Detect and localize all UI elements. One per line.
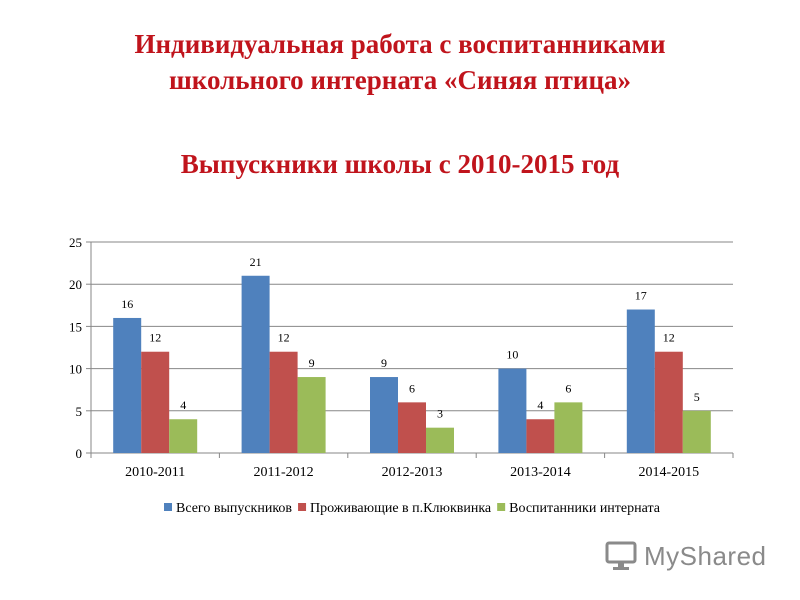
bar: [398, 402, 426, 453]
bar: [269, 351, 298, 453]
y-tick-label: 15: [69, 319, 82, 334]
y-tick-label: 20: [69, 277, 82, 292]
legend-swatch: [497, 503, 506, 511]
y-tick-label: 25: [69, 235, 82, 250]
x-tick-label: 2013-2014: [510, 465, 571, 480]
data-label: 6: [409, 381, 415, 395]
data-label: 6: [565, 381, 571, 395]
bar: [169, 419, 198, 453]
data-label: 3: [437, 407, 443, 421]
data-label: 10: [506, 348, 518, 362]
slide-title-line-1: Индивидуальная работа с воспитанниками: [134, 29, 666, 59]
legend-label: Всего выпускников: [176, 501, 292, 516]
x-tick-label: 2014-2015: [638, 465, 699, 480]
bar: [241, 275, 270, 453]
y-tick-label: 10: [69, 362, 82, 377]
data-label: 4: [537, 398, 543, 412]
data-label: 5: [694, 390, 700, 404]
bar: [498, 368, 527, 453]
legend-swatch: [164, 503, 173, 511]
data-label: 16: [121, 297, 133, 311]
data-label: 17: [635, 289, 647, 303]
data-label: 12: [663, 331, 675, 345]
legend-label: Воспитанники интерната: [509, 501, 661, 516]
data-label: 12: [149, 331, 161, 345]
bar: [370, 377, 398, 453]
bar: [141, 351, 170, 453]
bar: [626, 309, 655, 453]
bar: [297, 377, 326, 453]
bar: [654, 351, 683, 453]
slide-title-line-2: школьного интерната «Синяя птица»: [168, 65, 632, 95]
slide-title: Индивидуальная работа с воспитанниками ш…: [0, 26, 800, 98]
y-tick-label: 0: [76, 446, 83, 461]
data-label: 21: [250, 255, 262, 269]
x-tick-label: 2010-2011: [125, 465, 185, 480]
data-label: 4: [180, 398, 186, 412]
watermark-text: MyShared: [644, 540, 767, 571]
x-tick-label: 2011-2012: [254, 465, 314, 480]
data-label: 9: [381, 356, 387, 370]
data-label: 9: [309, 356, 315, 370]
bar: [113, 317, 142, 453]
monitor-icon: [605, 541, 637, 570]
bar: [526, 419, 555, 453]
legend-label: Проживающие в п.Клюквинка: [310, 501, 492, 516]
bar: [554, 402, 583, 453]
chart-title: Выпускники школы с 2010-2015 год: [180, 149, 620, 179]
watermark: MyShared: [604, 536, 770, 576]
data-label: 12: [278, 331, 290, 345]
x-tick-label: 2012-2013: [382, 465, 443, 480]
legend-swatch: [298, 503, 307, 511]
y-tick-label: 5: [76, 404, 83, 419]
bar: [682, 410, 711, 453]
bar: [426, 427, 454, 453]
